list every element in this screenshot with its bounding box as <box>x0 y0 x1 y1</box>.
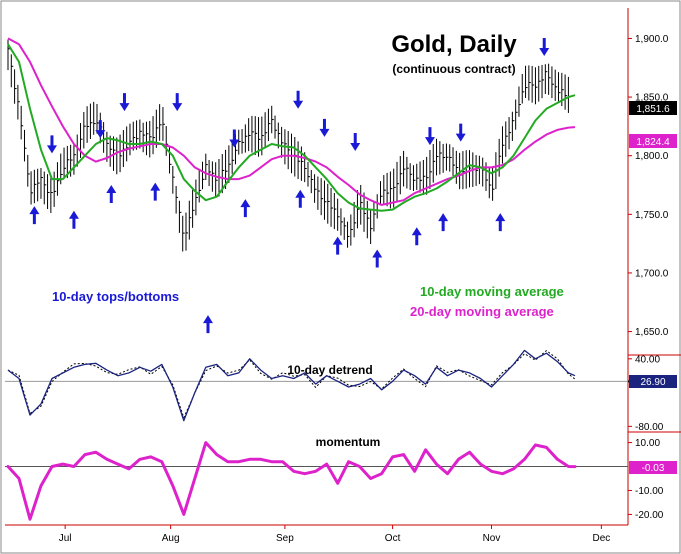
detrend-lines <box>7 349 576 422</box>
chart-subtitle: (continuous contract) <box>392 62 515 76</box>
x-tick-label: Nov <box>483 533 501 544</box>
up-arrow <box>295 189 306 208</box>
y-tick-label: 40.00 <box>635 354 660 365</box>
x-tick-label: Aug <box>162 533 180 544</box>
momentum-lines <box>6 441 577 521</box>
y-tick-label: 1,850.0 <box>635 93 669 104</box>
up-arrow <box>202 315 213 334</box>
down-arrow <box>424 127 435 146</box>
detrend-last-label: 26.90 <box>640 377 665 388</box>
up-arrow <box>240 199 251 218</box>
momentum-title: momentum <box>316 435 381 449</box>
up-arrow <box>150 182 161 201</box>
last-price-box: 1,851.6 <box>629 101 677 115</box>
y-tick-label: 1,800.0 <box>635 151 669 162</box>
up-arrow <box>495 213 506 232</box>
price-bars <box>7 39 571 252</box>
up-arrow <box>372 249 383 268</box>
y-tick-label: -20.00 <box>635 510 664 521</box>
up-arrow <box>29 206 40 225</box>
top-bottom-arrows <box>29 38 550 334</box>
x-axis-labels: Jul Aug Sep Oct Nov Dec <box>59 525 610 544</box>
tops-bottoms-annotation: 10-day tops/bottoms <box>52 289 179 304</box>
momentum-last-box: -0.03 <box>629 461 677 474</box>
last-price-label: 1,851.6 <box>636 104 670 115</box>
down-arrow <box>46 135 57 154</box>
price-y-ticks: 1,900.0 1,850.0 1,800.0 1,750.0 1,700.0 1,650… <box>628 34 669 338</box>
down-arrow <box>455 123 466 142</box>
momentum-last-label: -0.03 <box>642 463 665 474</box>
x-tick-label: Sep <box>276 533 294 544</box>
ma20-annotation: 20-day moving average <box>410 304 554 319</box>
up-arrow <box>68 210 79 229</box>
y-tick-label: -10.00 <box>635 486 664 497</box>
down-arrow <box>95 120 106 139</box>
ma10-annotation: 10-day moving average <box>420 284 564 299</box>
up-arrow <box>332 236 343 255</box>
y-tick-label: 1,750.0 <box>635 210 669 221</box>
down-arrow <box>119 93 130 112</box>
down-arrow <box>172 93 183 112</box>
momentum-y-ticks: 10.00 -10.00 -20.00 <box>628 438 664 521</box>
ma20-price-label: 1,824.4 <box>636 137 670 148</box>
momentum-line <box>6 441 577 521</box>
detrend-y-ticks: 40.00 -80.00 <box>628 354 664 433</box>
chart-title: Gold, Daily <box>391 31 517 58</box>
down-arrow <box>293 90 304 109</box>
detrend-last-box: 26.90 <box>629 375 677 388</box>
y-tick-label: 1,700.0 <box>635 268 669 279</box>
x-tick-label: Jul <box>59 533 72 544</box>
detrend-title: 10-day detrend <box>287 363 372 377</box>
ma20-price-box: 1,824.4 <box>629 134 677 148</box>
price-lines <box>7 37 576 212</box>
y-tick-label: 1,650.0 <box>635 327 669 338</box>
x-tick-label: Dec <box>592 533 610 544</box>
detrend-line <box>7 349 576 422</box>
down-arrow <box>319 118 330 137</box>
down-arrow <box>350 133 361 151</box>
y-tick-label: 10.00 <box>635 438 660 449</box>
y-tick-label: -80.00 <box>635 422 664 433</box>
x-tick-label: Oct <box>385 533 401 544</box>
down-arrow <box>539 38 550 57</box>
up-arrow <box>411 227 422 246</box>
up-arrow <box>438 213 449 232</box>
up-arrow <box>106 185 117 203</box>
down-arrow <box>229 129 240 148</box>
ma10-line <box>7 43 576 212</box>
ma20-line <box>7 37 576 206</box>
y-tick-label: 1,900.0 <box>635 34 669 45</box>
